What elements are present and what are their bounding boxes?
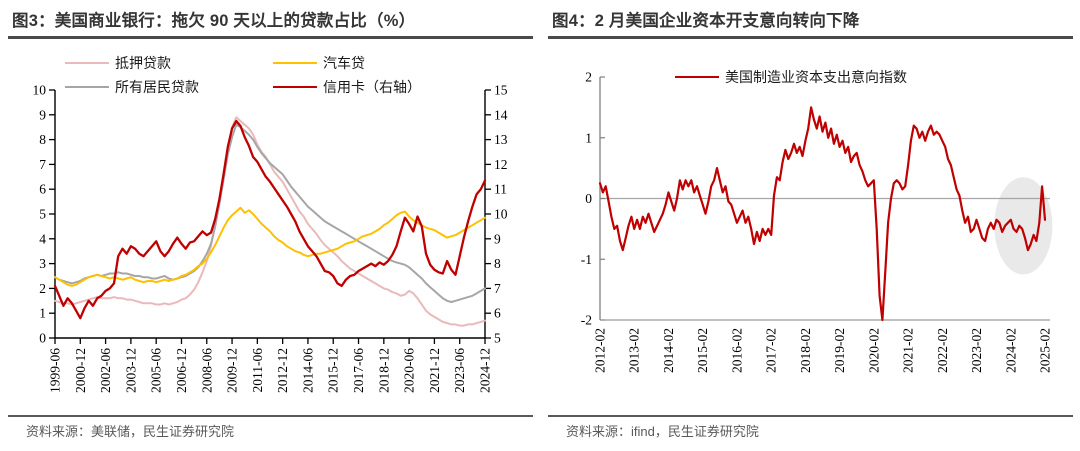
x-axis-tick-label: 1999-06 (48, 348, 63, 393)
right-axis-tick-label: 10 (494, 207, 508, 222)
figure4-source: 资料来源：ifind，民生证券研究院 (566, 424, 759, 439)
x-axis-tick-label: 2018-12 (376, 348, 391, 393)
x-axis-tick-label: 2006-12 (174, 348, 189, 393)
series-auto-loan (54, 206, 486, 287)
right-axis-tick-label: 15 (494, 83, 508, 98)
figure3-title: 图3：美国商业银行：拖欠 90 天以上的贷款占比（%） (12, 12, 416, 30)
right-axis-tick-label: 9 (494, 231, 501, 246)
x-axis-tick-label: 2012-12 (275, 348, 290, 393)
x-axis-tick-label: 2023-06 (452, 348, 467, 393)
x-axis-tick-label: 2022-02 (935, 328, 950, 373)
legend-label-all-consumer-loans: 所有居民贷款 (115, 79, 199, 95)
x-axis-tick-label: 2024-12 (478, 348, 493, 393)
x-axis-tick-label: 2015-02 (695, 328, 710, 373)
figure4-title-rule (548, 36, 1073, 39)
left-axis-tick-label: 3 (39, 256, 46, 271)
right-axis-tick-label: 14 (494, 107, 508, 122)
legend-swatch-credit-card (273, 85, 317, 89)
left-axis-tick-label: 8 (39, 132, 46, 147)
left-axis-tick-label: 4 (39, 231, 46, 246)
right-axis-tick-label: 6 (494, 306, 501, 321)
highlight-ellipse (994, 177, 1053, 275)
legend-label-capex-index: 美国制造业资本支出意向指数 (725, 69, 907, 85)
legend-label-auto-loan: 汽车贷 (323, 55, 365, 71)
x-axis-tick-label: 2015-12 (326, 348, 341, 393)
x-axis-tick-label: 2025-02 (1038, 328, 1053, 373)
figure3-title-rule (8, 36, 533, 39)
x-axis-tick-label: 2018-02 (798, 328, 813, 373)
x-axis-tick-label: 2002-06 (98, 348, 113, 393)
y-axis-tick-label: 0 (585, 191, 592, 206)
x-axis-tick-label: 2011-06 (250, 348, 265, 393)
figure4-footer-rule (548, 415, 1073, 417)
legend-swatch-all-consumer-loans (65, 85, 109, 89)
series-capex-index (598, 106, 1047, 322)
figure3-footer-rule (8, 415, 533, 417)
right-axis-tick-label: 7 (494, 281, 501, 296)
legend-label-credit-card: 信用卡（右轴） (323, 79, 421, 95)
right-axis-tick-label: 5 (494, 331, 501, 346)
right-axis-tick-label: 11 (494, 182, 507, 197)
x-axis-tick-label: 2012-02 (593, 328, 608, 373)
left-axis-tick-label: 7 (39, 157, 46, 172)
figure3-source: 资料来源：美联储，民生证券研究院 (26, 424, 235, 439)
figure3-panel: 图3：美国商业银行：拖欠 90 天以上的贷款占比（%） 抵押贷款 汽车贷 所有居… (8, 0, 533, 451)
left-axis-tick-label: 1 (39, 306, 46, 321)
x-axis-tick-label: 2000-12 (73, 348, 88, 393)
x-axis-tick-label: 2014-06 (300, 348, 315, 393)
x-axis-tick-label: 2021-02 (901, 328, 916, 373)
x-axis-tick-label: 2021-12 (427, 348, 442, 393)
x-axis-tick-label: 2005-06 (149, 348, 164, 393)
x-axis-tick-label: 2013-02 (627, 328, 642, 373)
legend-label-mortgage: 抵押贷款 (115, 55, 171, 71)
legend-item-capex-index: 美国制造业资本支出意向指数 (675, 68, 907, 86)
legend-item-credit-card: 信用卡（右轴） (273, 78, 421, 96)
right-axis-tick-label: 8 (494, 256, 501, 271)
legend-item-mortgage: 抵押贷款 (65, 54, 171, 72)
right-axis-tick-label: 13 (494, 132, 508, 147)
x-axis-tick-label: 2020-06 (402, 348, 417, 393)
left-axis-tick-label: 10 (33, 83, 47, 98)
legend-item-auto-loan: 汽车贷 (273, 54, 365, 72)
legend-item-all-consumer-loans: 所有居民贷款 (65, 78, 199, 96)
left-axis-tick-label: 2 (39, 281, 46, 296)
x-axis-tick-label: 2024-02 (1003, 328, 1018, 373)
y-axis-tick-label: -2 (581, 313, 592, 328)
x-axis-tick-label: 2023-02 (969, 328, 984, 373)
left-axis-tick-label: 5 (39, 207, 46, 222)
legend-swatch-capex-index (675, 75, 719, 79)
x-axis-tick-label: 2016-02 (729, 328, 744, 373)
figure4-panel: 图4：2 月美国企业资本开支意向转向下降 美国制造业资本支出意向指数 2 1 0 -1… (548, 0, 1073, 451)
legend-swatch-mortgage (65, 61, 109, 65)
x-axis-tick-label: 2020-02 (866, 328, 881, 373)
x-axis-tick-label: 2017-02 (764, 328, 779, 373)
x-axis-tick-label: 2014-02 (661, 328, 676, 373)
y-axis-tick-label: -1 (581, 252, 592, 267)
right-axis-tick-label: 12 (494, 157, 508, 172)
x-axis-tick-label: 2019-02 (832, 328, 847, 373)
x-axis-tick-label: 2017-06 (351, 348, 366, 393)
x-axis-tick-label: 2008-06 (199, 348, 214, 393)
y-axis-tick-label: 2 (585, 70, 592, 85)
y-axis-tick-label: 1 (585, 130, 592, 145)
figure4-title: 图4：2 月美国企业资本开支意向转向下降 (552, 12, 860, 30)
x-axis-tick-label: 2009-12 (225, 348, 240, 393)
left-axis-tick-label: 6 (39, 182, 46, 197)
series-all-consumer-loans (54, 123, 486, 303)
x-axis-tick-label: 2003-12 (123, 348, 138, 393)
legend-swatch-auto-loan (273, 61, 317, 65)
left-axis-tick-label: 0 (39, 331, 46, 346)
left-axis-tick-label: 9 (39, 107, 46, 122)
series-credit-card (53, 119, 487, 320)
